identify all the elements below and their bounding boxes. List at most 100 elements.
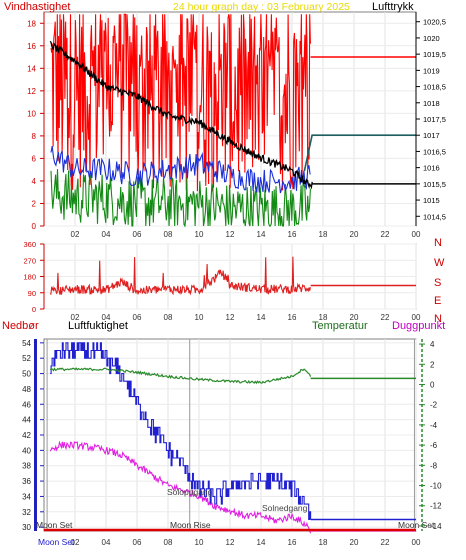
- pressure-tick-label: 1020: [423, 34, 440, 43]
- humidity-tick-label: 36: [22, 477, 31, 486]
- hour-tick-label: 06: [133, 538, 142, 547]
- hour-tick-label: 00: [412, 230, 421, 239]
- hour-tick-label: 04: [102, 538, 111, 547]
- pressure-axis: 1014,5 1015 1015,5 1016 1016,5 1017 1017,5 1018…: [415, 12, 446, 226]
- humidity-tick-label: 40: [22, 446, 31, 455]
- humidity-tick-label: 46: [22, 400, 31, 409]
- chart-title: 24 hour graph day : 03 February 2025: [173, 1, 350, 13]
- humidity-tick-label: 30: [22, 523, 31, 532]
- hour-tick-label: 00: [412, 538, 421, 547]
- temperature-axis: -14 -12 -10 -8 -6 -4 -2 0 2 4: [419, 339, 442, 531]
- temperature-tick-label: -12: [430, 502, 442, 511]
- humidity-tick-label: 54: [22, 339, 31, 348]
- pressure-tick-label: 1014,5: [423, 212, 446, 221]
- wind-tick-label: 12: [27, 87, 36, 96]
- gust-series-line: [50, 13, 311, 192]
- bottom-series: [44, 342, 416, 534]
- temperature-tick-label: -4: [430, 421, 438, 430]
- wind-tick-label: 8: [32, 132, 37, 141]
- temperature-tick-label: -10: [430, 482, 442, 491]
- moon-set-annotation-top: Moon Set: [36, 520, 73, 530]
- hour-tick-label: 12: [226, 230, 235, 239]
- moon-set-annotation-bottom: Moon Set: [38, 537, 75, 547]
- hour-tick-label: 02: [71, 313, 80, 322]
- temperature-tick-label: 0: [430, 380, 435, 389]
- temperature-series-line: [49, 367, 312, 385]
- temperature-tick-label: -2: [430, 401, 438, 410]
- sunset-annotation: Solnedgang: [262, 503, 308, 513]
- direction-axis: 0 90 180 270 360: [23, 240, 45, 314]
- pressure-tick-label: 1016,5: [423, 147, 446, 156]
- humidity-tick-label: 52: [22, 354, 31, 363]
- direction-tick-label: 180: [23, 273, 36, 282]
- pressure-label: Lufttrykk: [372, 1, 414, 13]
- wind-direction-line: [49, 256, 311, 296]
- hour-tick-label: 08: [164, 538, 173, 547]
- humidity-tick-label: 44: [22, 416, 31, 425]
- hour-tick-label: 18: [319, 230, 328, 239]
- compass-label: W: [434, 257, 445, 269]
- pressure-tick-label: 1015: [423, 196, 440, 205]
- hour-tick-label: 18: [319, 313, 328, 322]
- direction-tick-label: 360: [23, 240, 36, 249]
- temperature-tick-label: -14: [430, 522, 442, 531]
- wind-tick-label: 2: [32, 199, 37, 208]
- pressure-tick-label: 1017: [423, 131, 440, 140]
- compass-label: E: [434, 295, 441, 307]
- rain-label: Nedbør: [2, 320, 39, 332]
- dewpoint-series-line: [49, 440, 312, 534]
- moon-rise-annotation: Moon Rise: [170, 520, 211, 530]
- wind-series-line: [50, 145, 311, 194]
- compass-label: S: [434, 277, 441, 289]
- humidity-tick-label: 34: [22, 492, 31, 501]
- pressure-tick-label: 1015,5: [423, 180, 446, 189]
- humidity-tick-label: 32: [22, 508, 31, 517]
- direction-tick-label: 90: [28, 289, 36, 298]
- sunrise-annotation: Soloppgang: [167, 487, 213, 497]
- wind-tick-label: 18: [27, 19, 36, 28]
- hour-tick-label: 16: [288, 538, 297, 547]
- wind-speed-axis: 0 2 4 6 8 10 12 14 16 18: [27, 12, 45, 231]
- pressure-tick-label: 1018: [423, 99, 440, 108]
- wind-tick-label: 14: [27, 64, 36, 73]
- humidity-axis-bar: [34, 339, 37, 531]
- pressure-tick-label: 1019: [423, 66, 440, 75]
- temperature-label: Temperatur: [312, 320, 368, 332]
- pressure-tick-label: 1017,5: [423, 115, 446, 124]
- hour-tick-label: 02: [71, 230, 80, 239]
- bottom-hour-axis: 02 04 06 08 10 12 14 16 18 20 22 00: [71, 538, 421, 547]
- hour-tick-label: 22: [381, 538, 390, 547]
- hour-tick-label: 10: [195, 538, 204, 547]
- hour-tick-label: 22: [381, 313, 390, 322]
- humidity-axis: 30 32 34 36 38 40 42 44 46 48 50 52 54: [22, 339, 44, 532]
- temperature-tick-label: 4: [430, 340, 435, 349]
- direction-series: [49, 256, 416, 296]
- pressure-tick-label: 1020,5: [423, 18, 446, 27]
- hour-tick-label: 04: [102, 230, 111, 239]
- wind-tick-label: 0: [32, 222, 37, 231]
- hour-tick-label: 16: [288, 230, 297, 239]
- hour-tick-label: 18: [319, 538, 328, 547]
- compass-label: N: [434, 237, 442, 249]
- wind-speed-label: Vindhastighet: [4, 1, 70, 13]
- compass-label: N: [434, 313, 442, 325]
- direction-tick-label: 270: [23, 256, 36, 265]
- hour-tick-label: 12: [226, 538, 235, 547]
- pressure-tick-label: 1018,5: [423, 83, 446, 92]
- hour-tick-label: 10: [195, 313, 204, 322]
- hour-tick-label: 02: [71, 538, 80, 547]
- direction-hour-axis: 02 04 06 08 10 12 14 16 18 20 22 00: [71, 313, 421, 322]
- hour-tick-label: 06: [133, 313, 142, 322]
- bottom-panel: Nedbør Luftfuktighet Temperatur Duggpunk…: [2, 320, 445, 547]
- humidity-tick-label: 42: [22, 431, 31, 440]
- wind-tick-label: 6: [32, 154, 37, 163]
- pressure-trend-line: [303, 134, 416, 172]
- hour-tick-label: 14: [257, 313, 266, 322]
- pressure-tick-label: 1016: [423, 164, 440, 173]
- moon-set-annotation-right: Moon Set: [398, 520, 435, 530]
- hour-tick-label: 22: [381, 230, 390, 239]
